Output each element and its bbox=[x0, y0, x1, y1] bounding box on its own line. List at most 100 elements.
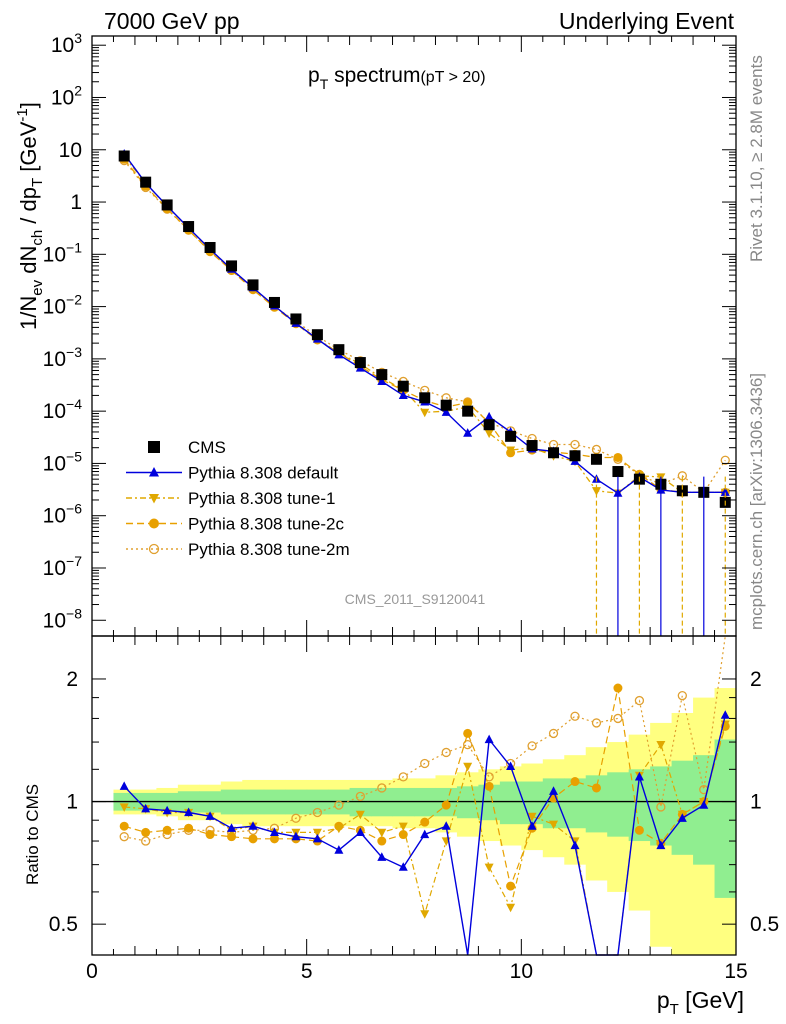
xlabel-main: p bbox=[657, 987, 670, 1013]
ratio-point bbox=[334, 800, 344, 810]
header-left: 7000 GeV pp bbox=[104, 8, 240, 34]
ratio-point bbox=[613, 683, 623, 693]
ratio-point bbox=[677, 691, 687, 701]
y-tick-label: 102 bbox=[51, 82, 82, 109]
ratio-point bbox=[334, 845, 344, 854]
ylabel-p0: 1/N bbox=[16, 296, 41, 330]
data-point bbox=[377, 376, 387, 386]
data-point bbox=[570, 439, 580, 450]
ratio-point bbox=[656, 840, 666, 850]
ratio-point bbox=[377, 836, 387, 846]
ratio-point bbox=[248, 834, 258, 844]
ratio-point bbox=[613, 713, 623, 724]
band-stat bbox=[499, 781, 522, 825]
ratio-point bbox=[398, 822, 408, 832]
ylabel-p1: ev bbox=[29, 279, 46, 295]
data-point bbox=[613, 452, 623, 462]
xlabel: pT [GeV] bbox=[657, 987, 744, 1018]
legend-marker bbox=[149, 518, 159, 529]
chart-title-main: p bbox=[308, 64, 320, 87]
legend-marker bbox=[148, 441, 160, 453]
ratio-point bbox=[463, 728, 473, 738]
xlabel-rest: [GeV] bbox=[679, 987, 744, 1013]
y-tick-label: 103 bbox=[51, 30, 82, 57]
ratio-point bbox=[548, 728, 559, 739]
ratio-point bbox=[119, 781, 129, 790]
ratio-point bbox=[441, 800, 451, 810]
y-tick-label: 10−8 bbox=[43, 605, 83, 632]
main-ylabel: 1/Nev dNch / dpT [GeV-1] bbox=[14, 102, 46, 330]
ratio-point bbox=[119, 821, 129, 831]
y-tick-label: 10−3 bbox=[43, 344, 83, 371]
ylabel-p4: / dp bbox=[16, 187, 41, 230]
ratio-point bbox=[312, 807, 323, 818]
y-tick-label: 10−4 bbox=[43, 396, 83, 423]
band-stat bbox=[607, 772, 630, 837]
ylabel-p5: T bbox=[29, 178, 46, 187]
data-point bbox=[676, 485, 688, 497]
data-point bbox=[268, 296, 280, 308]
data-point bbox=[311, 329, 323, 341]
y-tick-label: 10−5 bbox=[43, 448, 83, 475]
ratio-point bbox=[420, 758, 430, 769]
data-point bbox=[376, 369, 388, 381]
data-point bbox=[419, 392, 431, 404]
data-point bbox=[720, 455, 730, 465]
data-point bbox=[506, 446, 516, 456]
data-point bbox=[226, 260, 238, 272]
data-point bbox=[463, 428, 473, 437]
ratio-point bbox=[119, 803, 129, 812]
ylabel-p3: ch bbox=[29, 230, 46, 246]
ratio-y-tick-label: 0.5 bbox=[49, 913, 78, 936]
ratio-point bbox=[591, 783, 601, 793]
x-tick-label: 5 bbox=[301, 960, 313, 983]
ratio-y-tick-label: 2 bbox=[750, 668, 762, 691]
data-point bbox=[591, 487, 601, 496]
data-point bbox=[505, 430, 517, 442]
mcplots-label: mcplots.cern.ch [arXiv:1306.3436] bbox=[747, 373, 766, 630]
ratio-point bbox=[119, 832, 129, 842]
ratio-point bbox=[205, 830, 215, 840]
ratio-point bbox=[527, 821, 537, 830]
legend: CMS Pythia 8.308 default Pythia 8.308 tune… bbox=[126, 438, 350, 559]
ratio-point bbox=[291, 831, 301, 841]
y-tick-label: 10−6 bbox=[43, 501, 83, 528]
ratio-point bbox=[484, 863, 494, 873]
band-stat bbox=[714, 739, 737, 898]
ratio-point bbox=[398, 862, 408, 871]
band-stat bbox=[564, 778, 587, 829]
x-tick-label: 15 bbox=[724, 960, 747, 983]
legend-marker bbox=[149, 494, 159, 504]
legend-label: Pythia 8.308 tune-1 bbox=[188, 489, 335, 508]
ratio-point bbox=[377, 828, 387, 838]
data-point bbox=[333, 344, 345, 356]
ratio-point bbox=[162, 805, 172, 815]
ratio-y-tick-label: 1 bbox=[750, 791, 762, 814]
ratio-point bbox=[506, 903, 516, 913]
ratio-point bbox=[656, 740, 666, 750]
ratio-point bbox=[570, 711, 580, 721]
xlabel-sub: T bbox=[670, 1001, 679, 1018]
ratio-point bbox=[420, 829, 430, 839]
band-stat bbox=[671, 760, 694, 855]
data-point bbox=[441, 407, 451, 416]
data-point bbox=[526, 440, 538, 452]
data-point bbox=[612, 466, 624, 478]
data-point bbox=[161, 199, 173, 211]
ratio-point bbox=[527, 812, 537, 822]
data-point bbox=[204, 242, 216, 254]
ratio-point bbox=[570, 840, 580, 850]
ylabel-p6: [GeV bbox=[16, 121, 41, 178]
ylabel-p7: -1 bbox=[14, 108, 31, 121]
y-tick-label: 10 bbox=[59, 139, 82, 162]
ratio-point bbox=[398, 772, 408, 782]
ratio-point bbox=[441, 821, 451, 830]
legend-marker bbox=[148, 543, 160, 555]
ratio-point bbox=[205, 811, 215, 820]
ratio-point bbox=[141, 836, 151, 846]
data-point bbox=[483, 419, 495, 431]
ratio-point bbox=[699, 800, 709, 809]
data-point bbox=[548, 447, 560, 459]
ratio-y-tick-label: 1 bbox=[66, 791, 78, 814]
